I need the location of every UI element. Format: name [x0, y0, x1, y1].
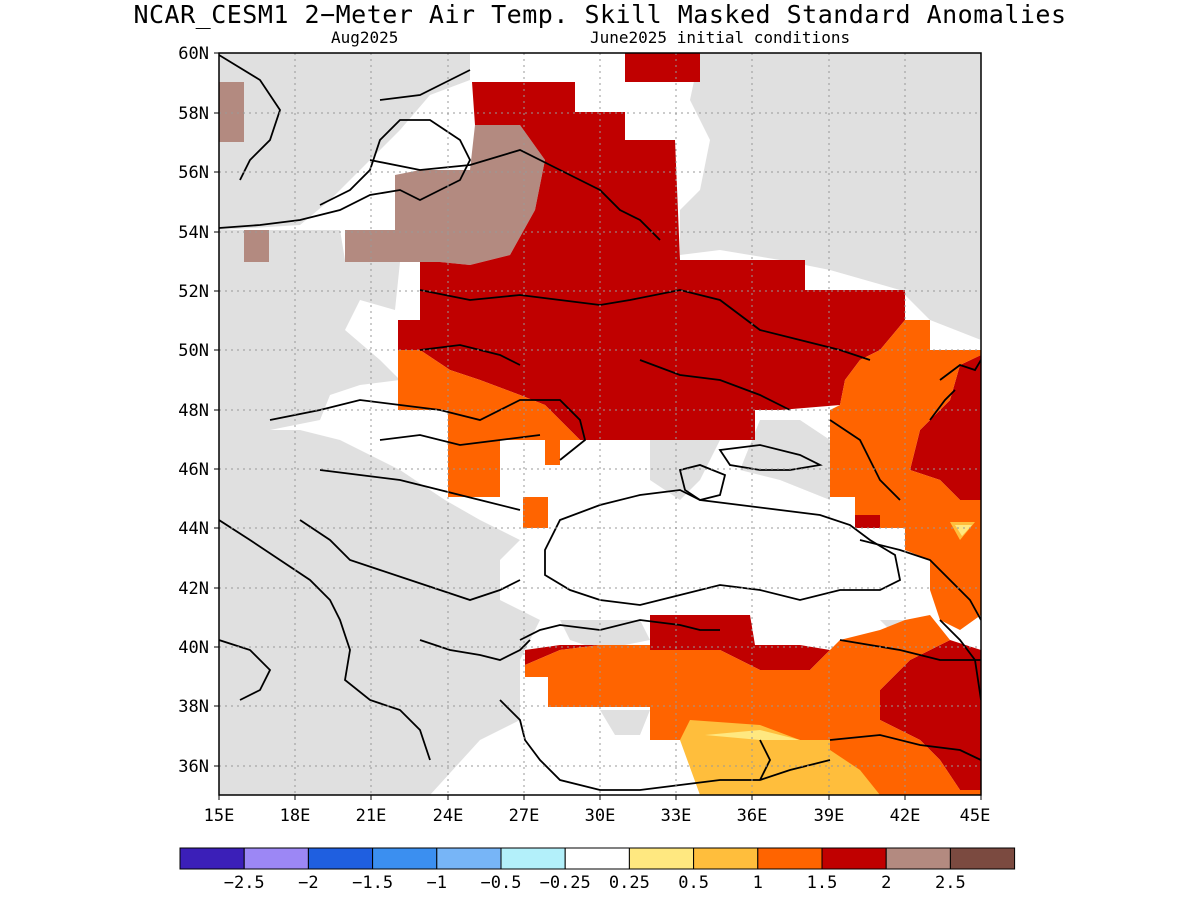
anomaly-2p5-regions [219, 82, 545, 265]
lon-label: 27E [509, 806, 540, 826]
lat-label: 42N [178, 579, 209, 599]
legend-label: −1.5 [352, 873, 393, 893]
legend-swatch [885, 847, 951, 870]
legend-label: 0.5 [678, 873, 709, 893]
lon-label: 18E [280, 806, 311, 826]
legend-swatch [500, 847, 566, 870]
valid-month: Aug2025 [331, 28, 399, 47]
lon-label: 33E [661, 806, 692, 826]
legend-label: 1 [753, 873, 763, 893]
legend-swatch [436, 847, 502, 870]
lon-label: 24E [433, 806, 464, 826]
init-conditions: June2025 initial conditions [590, 28, 851, 47]
lat-label: 40N [178, 638, 209, 658]
legend-swatch [243, 847, 309, 870]
lon-label: 45E [960, 806, 991, 826]
legend-swatch [821, 847, 887, 870]
lon-label: 36E [737, 806, 768, 826]
legend-label: −0.5 [481, 873, 522, 893]
lat-label: 50N [178, 341, 209, 361]
lon-label: 42E [890, 806, 921, 826]
longitude-labels: 15E 18E 21E 24E 27E 30E 33E 36E 39E 42E … [204, 806, 991, 826]
color-legend: −2.5 −2 −1.5 −1 −0.5 −0.25 0.25 0.5 1 1.5 2 2.5 [179, 847, 1016, 893]
legend-swatch [628, 847, 695, 870]
lon-label: 39E [814, 806, 845, 826]
legend-swatch [179, 847, 245, 870]
lat-label: 46N [178, 460, 209, 480]
legend-label: 1.5 [807, 873, 838, 893]
anomaly-0p5-regions [705, 525, 972, 740]
lon-label: 21E [356, 806, 387, 826]
legend-swatch [949, 847, 1016, 870]
legend-label: 0.25 [609, 873, 650, 893]
lon-label: 15E [204, 806, 235, 826]
lat-label: 38N [178, 697, 209, 717]
anomaly-1p5-regions [398, 320, 981, 795]
legend-label: −0.25 [540, 873, 591, 893]
lat-label: 56N [178, 163, 209, 183]
legend-swatch [564, 847, 630, 870]
legend-swatch [693, 847, 759, 870]
lon-label: 30E [585, 806, 616, 826]
legend-label: −2 [298, 873, 318, 893]
grid-lines [219, 53, 981, 795]
legend-label: 2.5 [935, 873, 966, 893]
coastlines [219, 54, 981, 791]
lat-label: 54N [178, 223, 209, 243]
latitude-labels: 60N 58N 56N 54N 52N 50N 48N 46N 44N 42N … [178, 44, 209, 777]
legend-label: −2.5 [224, 873, 265, 893]
lat-label: 52N [178, 282, 209, 302]
lat-label: 60N [178, 44, 209, 64]
tick-marks [214, 52, 982, 800]
map-panel [219, 53, 981, 795]
lat-label: 58N [178, 104, 209, 124]
lat-label: 36N [178, 757, 209, 777]
legend-swatch [757, 847, 823, 870]
legend-swatch [372, 847, 438, 870]
map-title: NCAR_CESM1 2−Meter Air Temp. Skill Maske… [133, 0, 1067, 29]
legend-label: −1 [427, 873, 447, 893]
legend-label: 2 [881, 873, 891, 893]
lat-label: 48N [178, 401, 209, 421]
lat-label: 44N [178, 519, 209, 539]
legend-swatch [307, 847, 374, 870]
